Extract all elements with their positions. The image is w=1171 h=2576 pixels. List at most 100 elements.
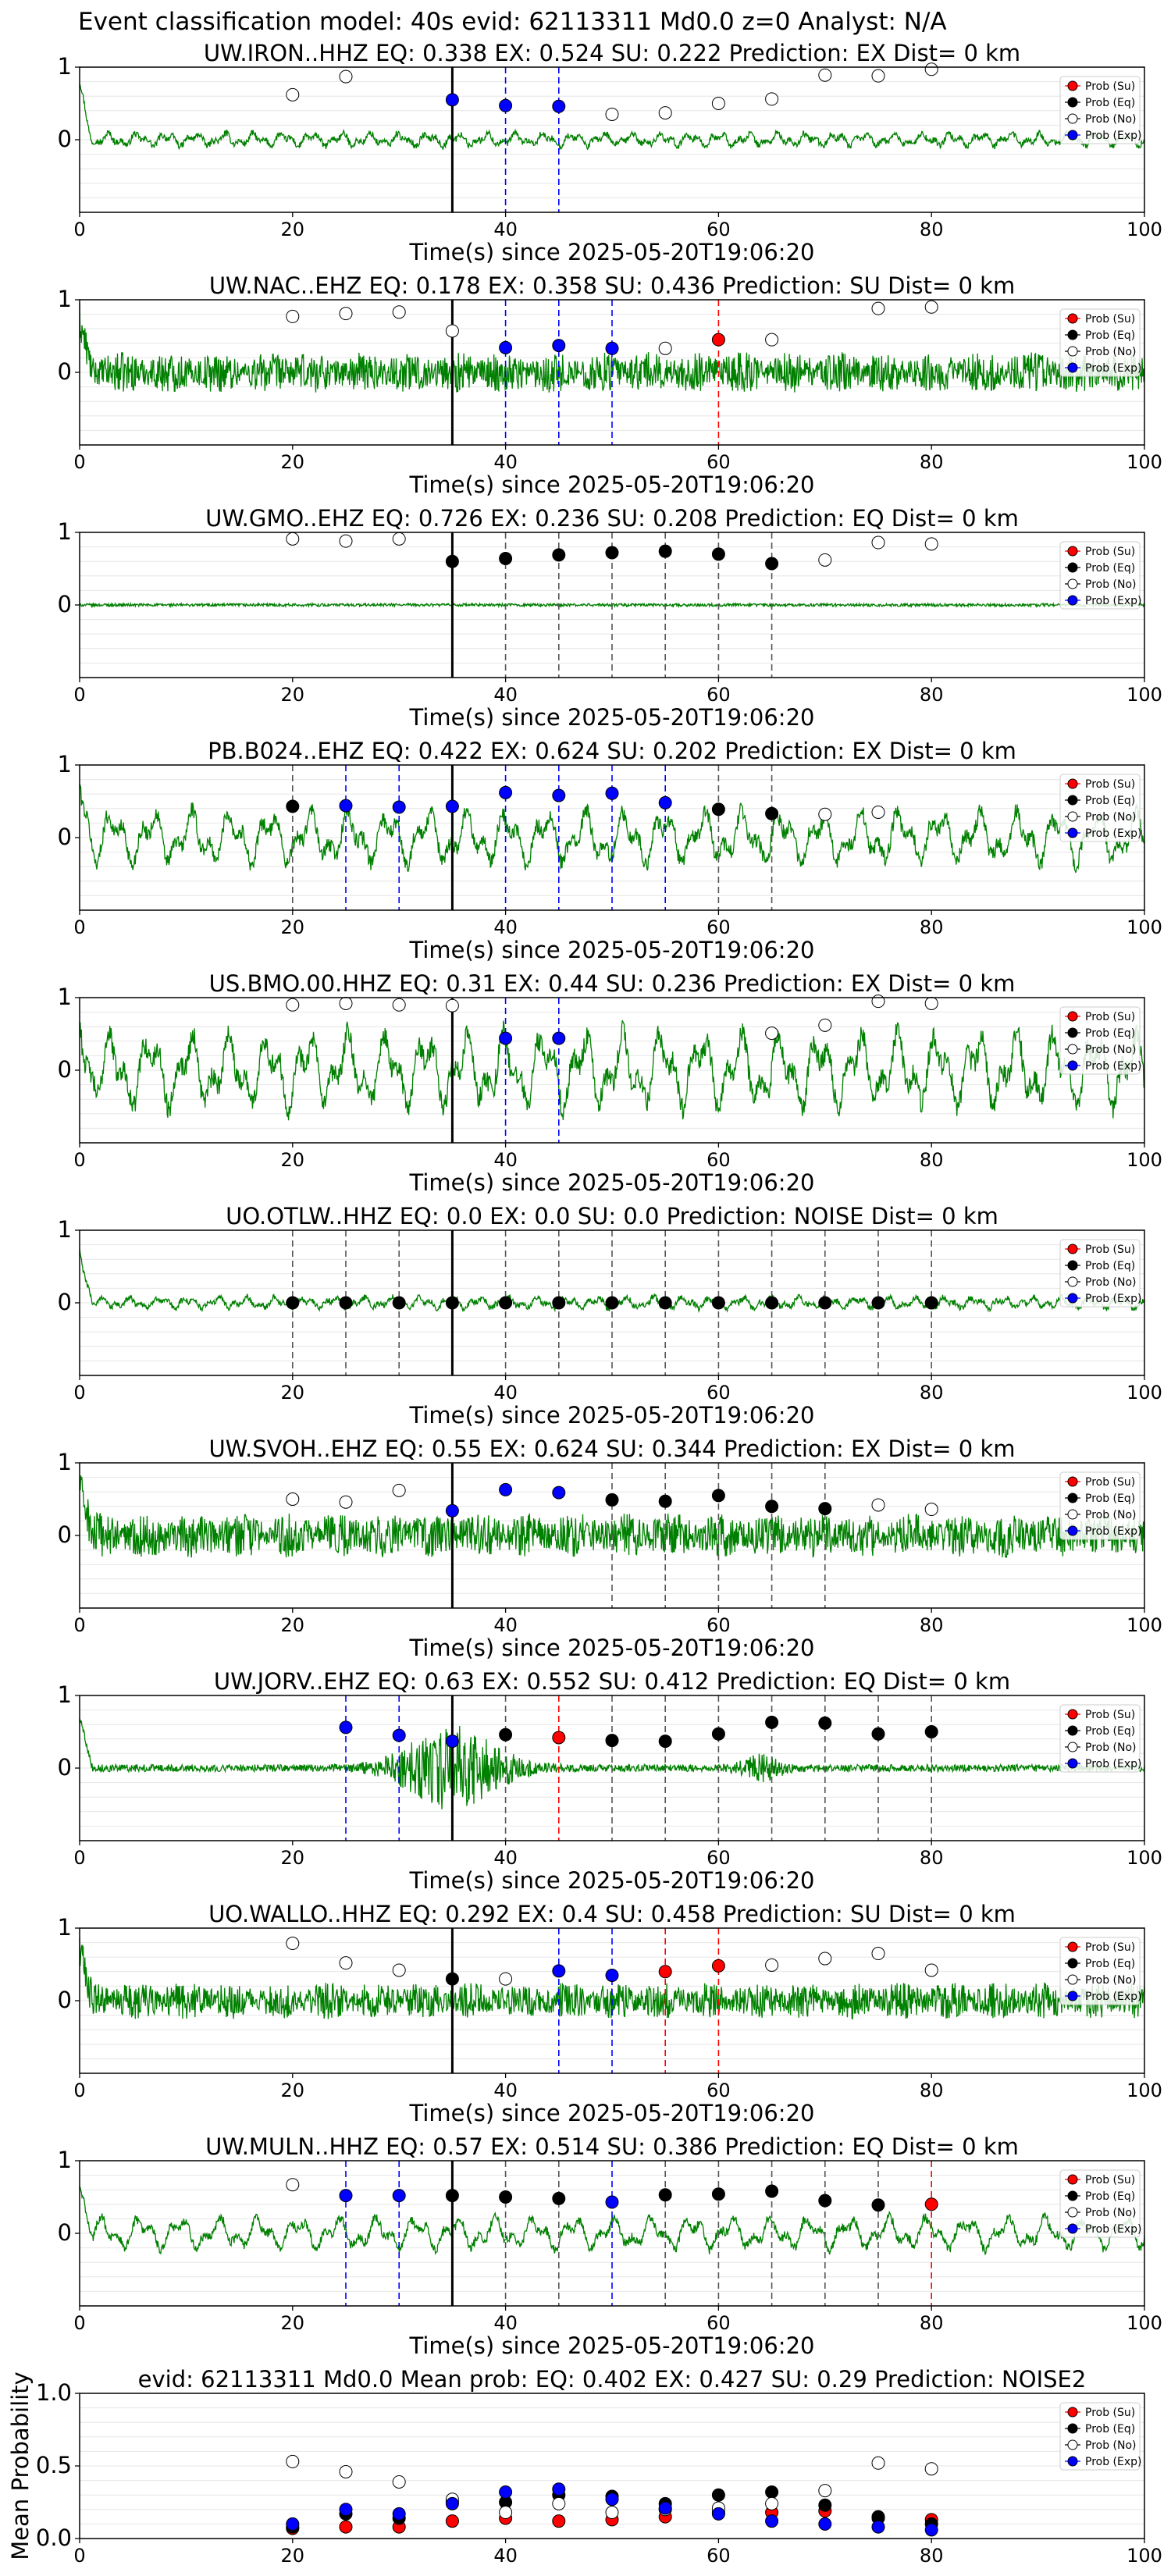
x-tick-label: 0 [73,2545,85,2567]
legend-marker-eq [1067,562,1078,573]
prob-point-eq [711,2187,725,2201]
legend-label-eq: Prob (Eq) [1085,1958,1135,1970]
prob-point-exp [552,1964,566,1978]
mean-point-no [765,2496,779,2510]
panel-title: UO.OTLW..HHZ EQ: 0.0 EX: 0.0 SU: 0.0 Pre… [226,1203,998,1229]
x-tick-label: 40 [493,2312,518,2334]
mean-point-no [818,2484,832,2498]
mean-point-eq [711,2488,725,2502]
prob-point-eq [818,1296,832,1310]
x-tick-label: 60 [707,1614,731,1636]
prob-point-su [924,2197,938,2211]
legend-marker-no [1067,1742,1078,1752]
prob-point-eq [499,1296,513,1310]
mean-point-no [286,2454,300,2468]
prob-point-exp [605,786,619,800]
prob-point-no [392,1483,406,1497]
x-tick-label: 100 [1127,1614,1162,1636]
mean-point-no [499,2506,513,2520]
prob-point-eq [711,1296,725,1310]
prob-point-eq [765,557,779,571]
legend-frame [1059,308,1141,377]
prob-point-no [765,1958,779,1972]
prob-point-no [765,92,779,106]
prob-point-no [392,998,406,1012]
x-tick-label: 0 [73,2312,85,2334]
station-panel-7: UW.JORV..EHZ EQ: 0.63 EX: 0.552 SU: 0.41… [58,1668,1162,1894]
prob-point-exp [552,339,566,353]
mean-point-eq [818,2498,832,2512]
prob-point-exp [605,341,619,355]
prob-point-no [286,2178,300,2192]
legend-marker-exp [1067,827,1078,838]
prob-point-eq [658,2188,672,2202]
legend-marker-eq [1067,97,1078,108]
legend-marker-exp [1067,1758,1078,1769]
prob-point-no [924,1503,938,1517]
y-tick-label: 0 [58,1754,72,1781]
prob-point-no [286,1493,300,1506]
x-tick-label: 80 [920,219,944,240]
mean-point-su [339,2520,353,2534]
legend-marker-no [1067,2207,1078,2218]
x-tick-label: 20 [281,916,305,938]
x-axis-label: Time(s) since 2025-05-20T19:06:20 [409,1867,815,1894]
legend-marker-su [1067,1244,1078,1254]
legend-marker-eq [1067,1260,1078,1271]
legend-marker-su [1067,313,1078,324]
mean-point-exp [605,2492,619,2507]
prob-point-eq [286,799,300,813]
legend-marker-no [1067,1276,1078,1287]
legend-marker-su [1067,1941,1078,1952]
x-tick-label: 0 [73,1149,85,1171]
prob-point-no [445,998,459,1012]
legend-label-su: Prob (Su) [1085,1476,1135,1489]
x-tick-label: 100 [1127,2080,1162,2101]
station-panels: UW.IRON..HHZ EQ: 0.338 EX: 0.524 SU: 0.2… [7,40,1162,2567]
legend-marker-exp [1067,1525,1078,1536]
prob-point-eq [765,1500,779,1514]
legend-label-eq: Prob (Eq) [1085,1725,1135,1738]
x-tick-label: 100 [1127,1382,1162,1404]
mean-point-exp [658,2501,672,2515]
prob-point-no [924,996,938,1010]
panel-title: UW.MULN..HHZ EQ: 0.57 EX: 0.514 SU: 0.38… [205,2133,1019,2160]
prob-point-exp [392,1728,406,1742]
station-panel-5: UO.OTLW..HHZ EQ: 0.0 EX: 0.0 SU: 0.0 Pre… [58,1203,1162,1429]
prob-point-eq [552,1296,566,1310]
legend-label-su: Prob (Su) [1085,2407,1135,2419]
legend: Prob (Su) Prob (Eq) Prob (No) Prob (Exp) [1059,1704,1142,1773]
x-axis-label: Time(s) since 2025-05-20T19:06:20 [409,239,815,265]
x-tick-label: 80 [920,2080,944,2101]
prob-point-no [658,106,672,120]
x-tick-label: 60 [707,2312,731,2334]
x-tick-label: 0 [73,916,85,938]
legend-label-eq: Prob (Eq) [1085,1260,1135,1272]
legend-label-no: Prob (No) [1085,811,1137,824]
prob-point-eq [765,806,779,820]
panel-title: UW.IRON..HHZ EQ: 0.338 EX: 0.524 SU: 0.2… [204,40,1020,66]
prob-point-no [392,532,406,546]
legend-frame [1059,76,1141,144]
figure-suptitle: Event classification model: 40s evid: 62… [78,8,947,36]
y-tick-label: 0 [58,358,72,385]
prob-point-no [765,1026,779,1041]
prob-point-no [871,994,885,1009]
panel-title: UW.GMO..EHZ EQ: 0.726 EX: 0.236 SU: 0.20… [205,505,1019,532]
prob-point-su [658,1965,672,1979]
legend-label-eq: Prob (Eq) [1085,97,1135,109]
prob-point-no [871,1498,885,1512]
prob-point-eq [605,1296,619,1310]
legend-label-no: Prob (No) [1085,1974,1137,1987]
station-panel-2: UW.GMO..EHZ EQ: 0.726 EX: 0.236 SU: 0.20… [58,505,1162,731]
legend: Prob (Su) Prob (Eq) Prob (No) Prob (Exp) [1059,2169,1142,2238]
prob-point-no [765,333,779,347]
legend-marker-eq [1067,795,1078,806]
prob-point-no [286,1937,300,1951]
prob-point-no [339,996,353,1010]
x-axis-label: Time(s) since 2025-05-20T19:06:20 [409,2100,815,2126]
prob-point-eq [445,554,459,568]
y-tick-label: 0 [58,1987,72,2013]
prob-point-exp [499,785,513,799]
